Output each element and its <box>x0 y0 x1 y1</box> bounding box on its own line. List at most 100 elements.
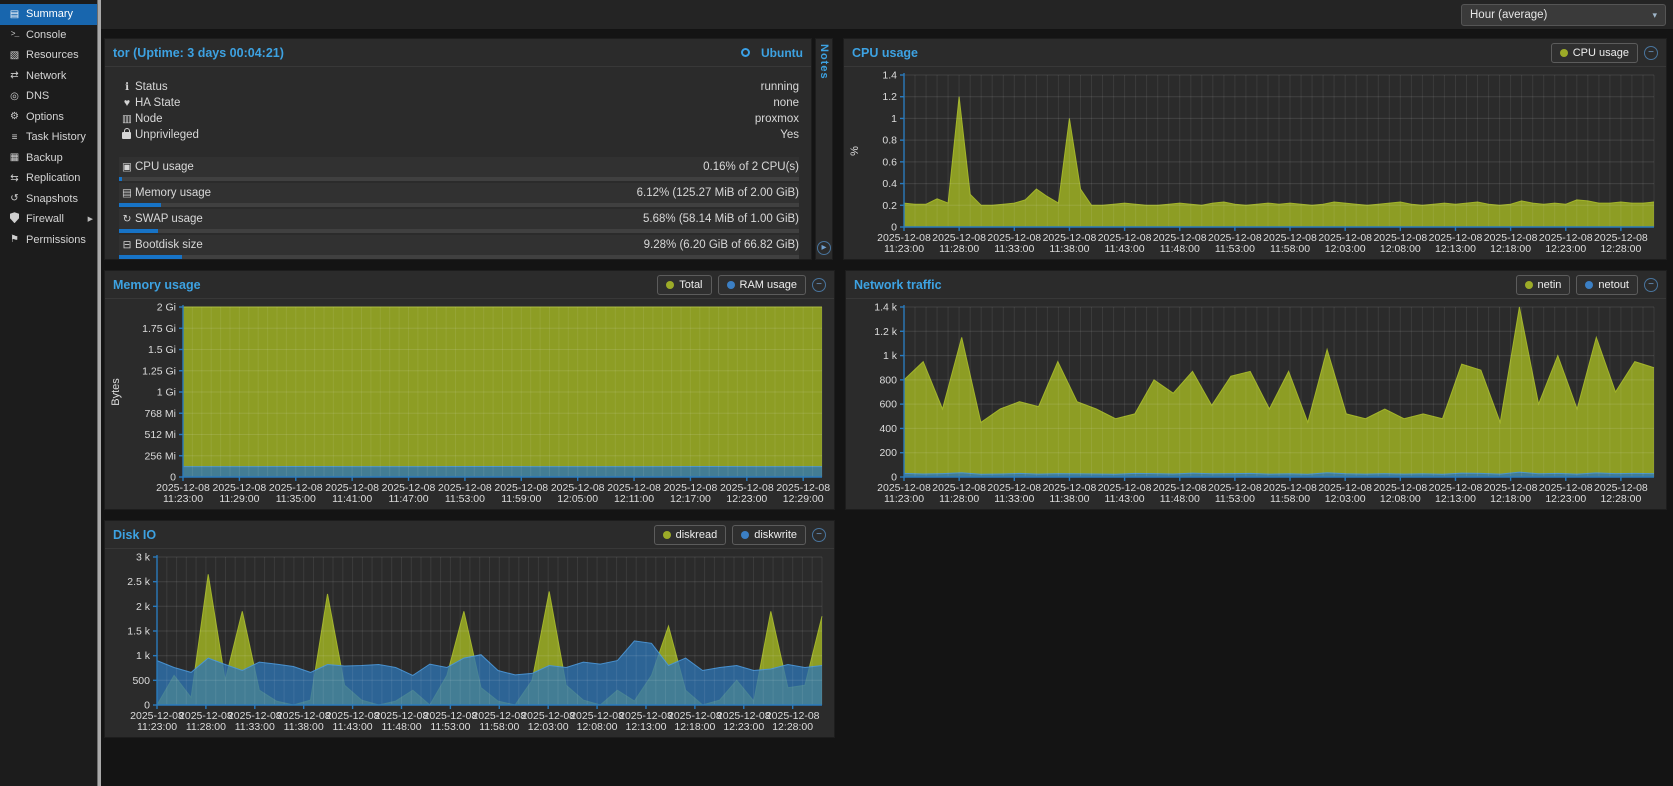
legend-total[interactable]: Total <box>657 275 711 295</box>
sidebar-item-replication[interactable]: ⇆Replication <box>0 168 97 189</box>
svg-text:0.8: 0.8 <box>882 135 897 147</box>
legend-label: diskread <box>676 529 718 541</box>
collapse-panel-icon[interactable]: − <box>812 528 826 542</box>
svg-text:2025-12-0812:08:00: 2025-12-0812:08:00 <box>1373 482 1427 505</box>
sidebar-item-label: Resources <box>26 49 79 61</box>
svg-text:2025-12-0811:53:00: 2025-12-0811:53:00 <box>1208 232 1262 255</box>
notes-tab-label: Notes <box>818 39 830 80</box>
sidebar-item-label: Network <box>26 70 66 82</box>
svg-text:2025-12-0812:08:00: 2025-12-0812:08:00 <box>1373 232 1427 255</box>
timeframe-select[interactable]: Hour (average) ▾ <box>1461 4 1666 26</box>
memory-panel-title: Memory usage <box>113 278 201 292</box>
status-rows: ℹStatusrunning♥HA Statenone▥NodeproxmoxU… <box>119 79 799 143</box>
svg-text:2025-12-0811:28:00: 2025-12-0811:28:00 <box>932 232 986 255</box>
legend-diskread[interactable]: diskread <box>654 525 727 545</box>
svg-text:1 k: 1 k <box>883 350 898 362</box>
status-panel-title: tor (Uptime: 3 days 00:04:21) <box>113 46 284 60</box>
sidebar-item-label: Task History <box>26 131 86 143</box>
status-label: Status <box>135 81 168 93</box>
svg-text:1.25 Gi: 1.25 Gi <box>142 365 176 377</box>
svg-text:2025-12-0811:58:00: 2025-12-0811:58:00 <box>1263 232 1317 255</box>
legend-label: diskwrite <box>754 529 797 541</box>
notes-expand-icon[interactable]: ▸ <box>817 241 831 255</box>
svg-text:2025-12-0811:48:00: 2025-12-0811:48:00 <box>1153 232 1207 255</box>
sidebar-item-console[interactable]: >_Console <box>0 25 97 46</box>
meter-value: 6.12% (125.27 MiB of 2.00 GiB) <box>637 187 799 199</box>
collapse-panel-icon[interactable]: − <box>812 278 826 292</box>
svg-text:1.2: 1.2 <box>882 91 897 103</box>
meter-label: Bootdisk size <box>135 239 203 251</box>
meter-bar <box>119 229 799 233</box>
summary-icon: ▤ <box>7 9 22 20</box>
svg-text:2025-12-0811:23:00: 2025-12-0811:23:00 <box>877 232 931 255</box>
collapse-panel-icon[interactable]: − <box>1644 278 1658 292</box>
replication-icon: ⇆ <box>7 173 22 184</box>
sidebar-item-resources[interactable]: ▧ Resources <box>0 45 97 66</box>
dns-icon: ◎ <box>7 91 22 102</box>
svg-text:2025-12-0812:18:00: 2025-12-0812:18:00 <box>1484 482 1538 505</box>
svg-text:2025-12-0811:23:00: 2025-12-0811:23:00 <box>877 482 931 505</box>
os-badge: Ubuntu <box>741 46 803 60</box>
cpu-icon: ▣ <box>119 161 135 173</box>
svg-text:2025-12-0811:53:00: 2025-12-0811:53:00 <box>424 710 478 733</box>
options-icon: ⚙ <box>7 111 22 122</box>
os-label: Ubuntu <box>761 46 803 60</box>
svg-text:2 Gi: 2 Gi <box>157 302 176 314</box>
svg-text:2025-12-0811:33:00: 2025-12-0811:33:00 <box>987 232 1041 255</box>
sidebar-item-task-history[interactable]: ≡Task History <box>0 127 97 148</box>
svg-text:2025-12-0811:41:00: 2025-12-0811:41:00 <box>325 482 379 505</box>
legend-netout[interactable]: netout <box>1576 275 1638 295</box>
svg-text:2.5 k: 2.5 k <box>127 576 151 588</box>
sidebar-item-firewall[interactable]: Firewall▶ <box>0 209 97 230</box>
meter-value: 9.28% (6.20 GiB of 66.82 GiB) <box>644 239 799 251</box>
svg-text:500: 500 <box>132 675 150 687</box>
svg-text:2025-12-0812:13:00: 2025-12-0812:13:00 <box>1429 482 1483 505</box>
svg-text:1.5 Gi: 1.5 Gi <box>148 344 176 356</box>
collapse-panel-icon[interactable]: − <box>1644 46 1658 60</box>
network-traffic-chart: 1.4 k1.2 k1 k80060040020002025-12-0811:2… <box>846 299 1666 509</box>
legend-cpu-usage[interactable]: CPU usage <box>1551 43 1638 63</box>
sidebar-item-backup[interactable]: ▦Backup <box>0 148 97 169</box>
svg-text:2025-12-0811:28:00: 2025-12-0811:28:00 <box>932 482 986 505</box>
sidebar-item-label: Snapshots <box>26 193 78 205</box>
legend-netin[interactable]: netin <box>1516 275 1571 295</box>
svg-text:600: 600 <box>879 399 897 411</box>
cpu-panel-title: CPU usage <box>852 46 918 60</box>
status-row-status: ℹStatusrunning <box>119 79 799 95</box>
meter-value: 5.68% (58.14 MiB of 1.00 GiB) <box>643 213 799 225</box>
status-value: running <box>761 81 799 93</box>
sidebar-item-permissions[interactable]: ⚑Permissions <box>0 230 97 251</box>
svg-text:1.2 k: 1.2 k <box>874 326 898 338</box>
legend-dot-icon <box>727 281 735 289</box>
svg-text:0.4: 0.4 <box>882 178 897 190</box>
meter-label: Memory usage <box>135 187 211 199</box>
chevron-down-icon: ▾ <box>1652 10 1657 21</box>
legend-label: RAM usage <box>740 279 797 291</box>
sidebar-item-dns[interactable]: ◎DNS <box>0 86 97 107</box>
meter-bootdisk-size: ⊟Bootdisk size9.28% (6.20 GiB of 66.82 G… <box>119 235 799 259</box>
notes-tab[interactable]: Notes ▸ <box>815 38 833 260</box>
legend-label: netout <box>1598 279 1629 291</box>
cpu-usage-chart: 1.41.210.80.60.40.202025-12-0811:23:0020… <box>844 67 1666 259</box>
svg-text:2025-12-0812:28:00: 2025-12-0812:28:00 <box>766 710 820 733</box>
svg-text:2025-12-0811:28:00: 2025-12-0811:28:00 <box>179 710 233 733</box>
sidebar-item-summary[interactable]: ▤Summary <box>0 4 97 25</box>
resources-icon: ▧ <box>7 50 22 61</box>
svg-text:2025-12-0811:33:00: 2025-12-0811:33:00 <box>228 710 282 733</box>
svg-text:200: 200 <box>879 447 897 459</box>
sidebar-item-options[interactable]: ⚙ Options <box>0 107 97 128</box>
legend-diskwrite[interactable]: diskwrite <box>732 525 806 545</box>
sidebar-item-network[interactable]: ⇄Network <box>0 66 97 87</box>
svg-text:2025-12-0811:47:00: 2025-12-0811:47:00 <box>382 482 436 505</box>
svg-text:2025-12-0812:23:00: 2025-12-0812:23:00 <box>720 482 774 505</box>
legend-ram-usage[interactable]: RAM usage <box>718 275 806 295</box>
ubuntu-logo-icon <box>741 48 750 57</box>
svg-text:768 Mi: 768 Mi <box>144 408 176 420</box>
status-row-ha-state: ♥HA Statenone <box>119 95 799 111</box>
meter-bar <box>119 255 799 259</box>
meter-bar <box>119 177 799 181</box>
sidebar-item-snapshots[interactable]: ↺Snapshots <box>0 189 97 210</box>
sidebar-item-label: Options <box>26 111 64 123</box>
meter-cpu-usage: ▣CPU usage0.16% of 2 CPU(s) <box>119 157 799 181</box>
status-value: Yes <box>780 129 799 141</box>
